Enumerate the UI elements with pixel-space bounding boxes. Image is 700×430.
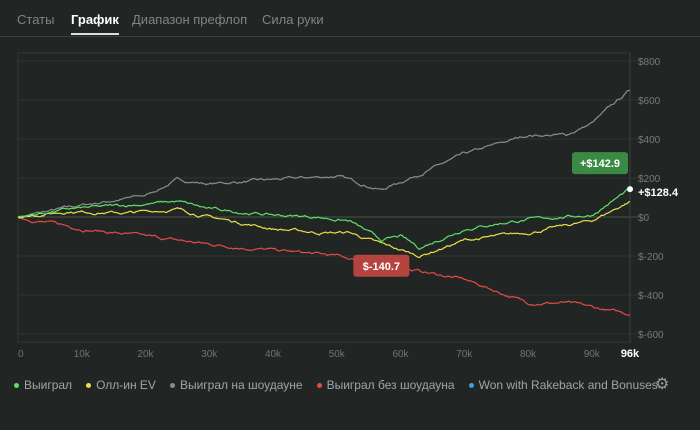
- end-value-label: +$128.4: [638, 187, 679, 199]
- legend-dot: [316, 382, 322, 388]
- x-tick-label: 10k: [74, 349, 91, 360]
- legend-dot: [14, 382, 19, 388]
- x-tick-label: 20k: [137, 349, 154, 360]
- x-tick-label: 40k: [265, 349, 282, 360]
- legend: Выиграл Олл-ин EV Выиграл на шоудауне Вы…: [14, 378, 658, 392]
- x-tick-label: 90k: [584, 349, 601, 360]
- y-tick-label: $600: [638, 96, 661, 107]
- legend-item-showdown[interactable]: Выиграл на шоудауне: [169, 378, 303, 392]
- gear-icon[interactable]: ⚙: [655, 376, 670, 393]
- x-end-label: 96k: [621, 348, 640, 360]
- y-tick-label: $-200: [638, 252, 664, 263]
- series-line-3: [17, 216, 631, 316]
- x-tick-label: 80k: [520, 349, 537, 360]
- tab-preflop-range[interactable]: Диапазон префлоп: [132, 12, 248, 27]
- legend-dot: [468, 382, 474, 388]
- end-point-marker: [627, 186, 633, 193]
- legend-dot: [169, 382, 175, 388]
- series-line-0: [17, 188, 631, 251]
- tab-stats[interactable]: Статы: [17, 12, 55, 27]
- tab-hand-strength[interactable]: Сила руки: [262, 12, 324, 27]
- annotation-box: [572, 152, 628, 175]
- chart: $800 $600 $400 $200 $0 $-200 $-400 $-600 0 10k 20k…: [17, 52, 679, 360]
- x-tick-label: 30k: [201, 349, 218, 360]
- legend-item-allin-ev[interactable]: Олл-ин EV: [86, 378, 156, 392]
- legend-dot: [86, 382, 92, 388]
- y-tick-label: $-600: [638, 330, 664, 341]
- series-line-1: [17, 200, 631, 259]
- y-tick-label: $800: [638, 57, 661, 68]
- annotation-box: [353, 254, 410, 277]
- legend-item-rakeback[interactable]: Won with Rakeback and Bonuses: [468, 378, 658, 392]
- y-tick-label: $400: [638, 135, 661, 146]
- plot-frame: [17, 52, 631, 343]
- tab-graph[interactable]: График: [71, 12, 119, 35]
- annotation-label: +$142.9: [580, 158, 620, 170]
- x-tick-label: 70k: [456, 349, 473, 360]
- tab-bar: Статы График Диапазон префлоп Сила руки: [0, 0, 700, 37]
- x-tick-label: 60k: [392, 349, 409, 360]
- legend-item-won[interactable]: Выиграл: [14, 378, 72, 392]
- x-tick-label: 0: [18, 349, 24, 360]
- y-tick-label: $0: [638, 213, 650, 224]
- series-line-2: [17, 89, 631, 218]
- x-tick-label: 50k: [329, 349, 346, 360]
- legend-item-non-showdown[interactable]: Выиграл без шоудауна: [316, 378, 455, 392]
- y-tick-label: $200: [638, 174, 661, 185]
- annotation-label: $-140.7: [363, 261, 400, 273]
- y-tick-label: $-400: [638, 291, 664, 302]
